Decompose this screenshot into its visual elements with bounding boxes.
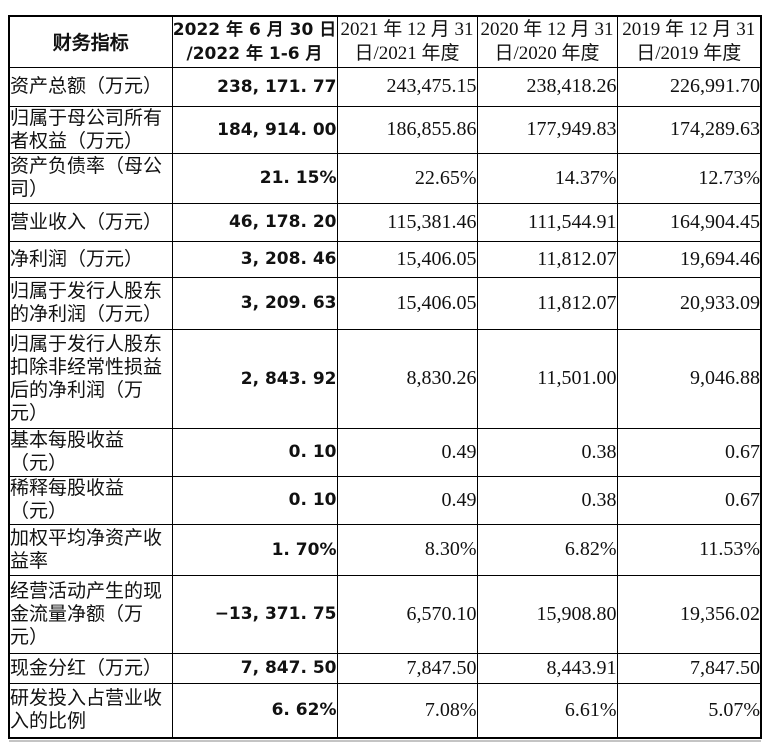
value-cell: 0. 10	[171, 475, 338, 525]
row-label: 净利润（万元）	[8, 240, 173, 278]
value-cell: 238, 171. 77	[171, 66, 338, 107]
value-cell: 7.08%	[336, 682, 478, 739]
value-cell: 6.61%	[476, 682, 618, 739]
value-cell: 186,855.86	[336, 105, 478, 154]
value-cell: 5.07%	[616, 682, 762, 739]
value-cell: 7, 847. 50	[171, 652, 338, 684]
value-cell: 6. 62%	[171, 682, 338, 739]
value-cell: −13, 371. 75	[171, 574, 338, 654]
value-cell: 115,381.46	[336, 202, 478, 242]
value-cell: 0. 10	[171, 427, 338, 477]
value-cell: 0.49	[336, 475, 478, 525]
table-row: 稀释每股收益 （元） 0. 10 0.49 0.38 0.67	[8, 475, 762, 525]
value-cell: 3, 209. 63	[171, 276, 338, 330]
value-cell: 11,812.07	[476, 240, 618, 278]
row-label: 营业收入（万元）	[8, 202, 173, 242]
value-cell: 46, 178. 20	[171, 202, 338, 242]
row-label: 基本每股收益 （元）	[8, 427, 173, 477]
table-row: 研发投入占营业收 入的比例 6. 62% 7.08% 6.61% 5.07%	[8, 682, 762, 739]
table-row: 归属于发行人股东 扣除非经常性损益 后的净利润（万 元） 2, 843. 92 8,…	[8, 328, 762, 429]
row-label: 归属于发行人股东 的净利润（万元）	[8, 276, 173, 330]
value-cell: 6.82%	[476, 523, 618, 576]
table-bottom-shadow	[9, 740, 761, 742]
value-cell: 7,847.50	[616, 652, 762, 684]
value-cell: 7,847.50	[336, 652, 478, 684]
value-cell: 15,406.05	[336, 276, 478, 330]
value-cell: 238,418.26	[476, 66, 618, 107]
value-cell: 6,570.10	[336, 574, 478, 654]
table-row: 经营活动产生的现 金流量净额（万 元） −13, 371. 75 6,570.10 1…	[8, 574, 762, 654]
row-label: 稀释每股收益 （元）	[8, 475, 173, 525]
value-cell: 0.38	[476, 427, 618, 477]
value-cell: 3, 208. 46	[171, 240, 338, 278]
value-cell: 174,289.63	[616, 105, 762, 154]
row-label: 经营活动产生的现 金流量净额（万 元）	[8, 574, 173, 654]
row-label: 资产总额（万元）	[8, 66, 173, 107]
value-cell: 11,501.00	[476, 328, 618, 429]
value-cell: 184, 914. 00	[171, 105, 338, 154]
table-row: 加权平均净资产收 益率 1. 70% 8.30% 6.82% 11.53%	[8, 523, 762, 576]
header-cell-2019-period: 2019 年 12 月 31 日/2019 年度	[616, 15, 762, 68]
row-label: 归属于母公司所有 者权益（万元）	[8, 105, 173, 154]
value-cell: 12.73%	[616, 152, 762, 204]
value-cell: 21. 15%	[171, 152, 338, 204]
value-cell: 111,544.91	[476, 202, 618, 242]
row-label: 现金分红（万元）	[8, 652, 173, 684]
value-cell: 164,904.45	[616, 202, 762, 242]
financial-indicators-table: 财务指标 2022 年 6 月 30 日 /2022 年 1-6 月 2021 …	[8, 15, 762, 739]
value-cell: 14.37%	[476, 152, 618, 204]
value-cell: 8.30%	[336, 523, 478, 576]
table-row: 资产负债率（母公 司） 21. 15% 22.65% 14.37% 12.73%	[8, 152, 762, 204]
value-cell: 19,694.46	[616, 240, 762, 278]
value-cell: 1. 70%	[171, 523, 338, 576]
table-row: 资产总额（万元） 238, 171. 77 243,475.15 238,418.26…	[8, 66, 762, 107]
header-cell-2022-period: 2022 年 6 月 30 日 /2022 年 1-6 月	[171, 15, 338, 68]
value-cell: 15,908.80	[476, 574, 618, 654]
value-cell: 19,356.02	[616, 574, 762, 654]
header-cell-2020-period: 2020 年 12 月 31 日/2020 年度	[476, 15, 618, 68]
value-cell: 11,812.07	[476, 276, 618, 330]
value-cell: 243,475.15	[336, 66, 478, 107]
value-cell: 0.67	[616, 475, 762, 525]
value-cell: 0.38	[476, 475, 618, 525]
header-cell-2021-period: 2021 年 12 月 31 日/2021 年度	[336, 15, 478, 68]
table-row: 现金分红（万元） 7, 847. 50 7,847.50 8,443.91 7,847.…	[8, 652, 762, 684]
value-cell: 22.65%	[336, 152, 478, 204]
table-row: 净利润（万元） 3, 208. 46 15,406.05 11,812.07 19,69…	[8, 240, 762, 278]
value-cell: 226,991.70	[616, 66, 762, 107]
table-row: 归属于母公司所有 者权益（万元） 184, 914. 00 186,855.86 17…	[8, 105, 762, 154]
header-row: 财务指标 2022 年 6 月 30 日 /2022 年 1-6 月 2021 …	[8, 15, 762, 68]
table-row: 基本每股收益 （元） 0. 10 0.49 0.38 0.67	[8, 427, 762, 477]
value-cell: 15,406.05	[336, 240, 478, 278]
value-cell: 2, 843. 92	[171, 328, 338, 429]
value-cell: 0.49	[336, 427, 478, 477]
row-label: 资产负债率（母公 司）	[8, 152, 173, 204]
header-cell-indicator: 财务指标	[8, 15, 173, 68]
table-row: 营业收入（万元） 46, 178. 20 115,381.46 111,544.91 1…	[8, 202, 762, 242]
row-label: 归属于发行人股东 扣除非经常性损益 后的净利润（万 元）	[8, 328, 173, 429]
value-cell: 11.53%	[616, 523, 762, 576]
value-cell: 8,830.26	[336, 328, 478, 429]
row-label: 研发投入占营业收 入的比例	[8, 682, 173, 739]
value-cell: 8,443.91	[476, 652, 618, 684]
value-cell: 9,046.88	[616, 328, 762, 429]
value-cell: 0.67	[616, 427, 762, 477]
value-cell: 177,949.83	[476, 105, 618, 154]
row-label: 加权平均净资产收 益率	[8, 523, 173, 576]
value-cell: 20,933.09	[616, 276, 762, 330]
table-row: 归属于发行人股东 的净利润（万元） 3, 209. 63 15,406.05 11,8…	[8, 276, 762, 330]
